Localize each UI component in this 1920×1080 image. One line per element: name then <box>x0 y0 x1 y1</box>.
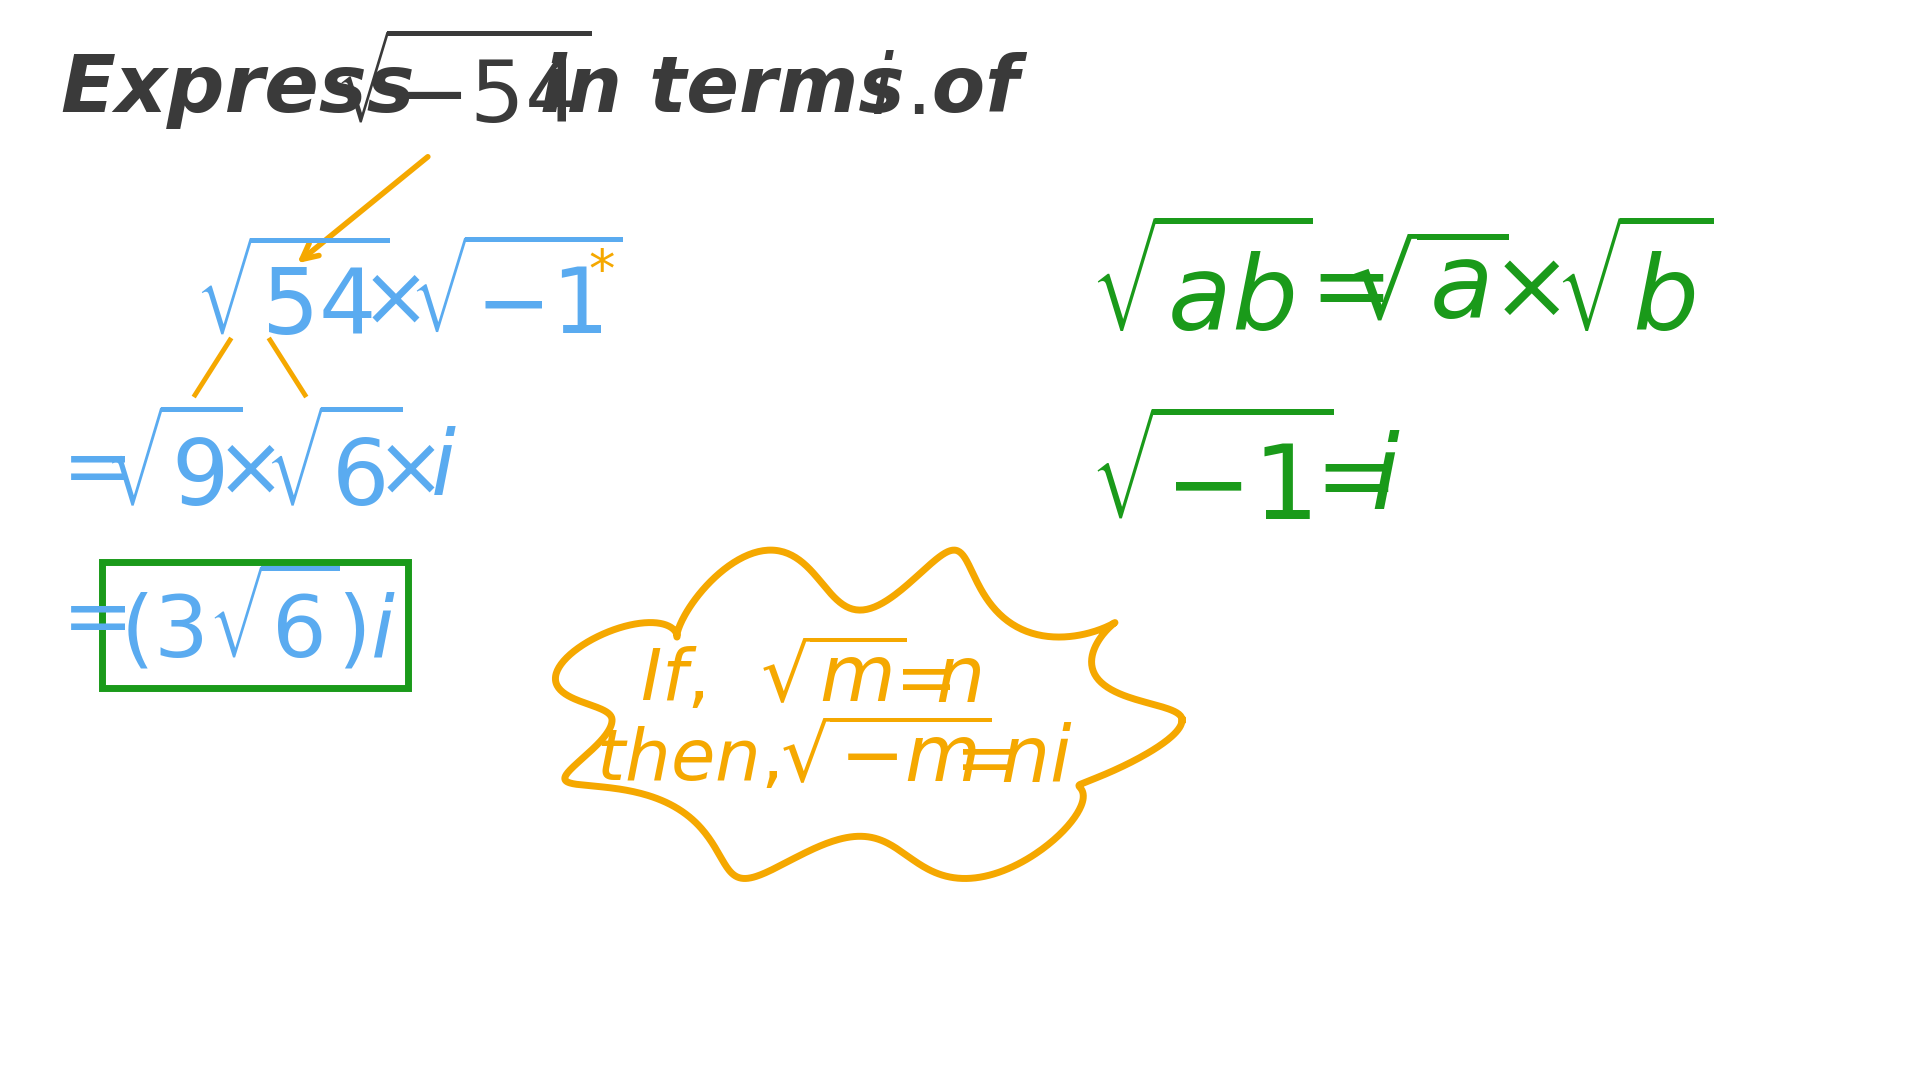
Text: $=$: $=$ <box>879 644 952 716</box>
Text: $=$: $=$ <box>1294 432 1390 528</box>
Text: $(3\sqrt{6})i$: $(3\sqrt{6})i$ <box>119 565 396 676</box>
Text: $i$: $i$ <box>1371 430 1400 530</box>
Text: $=$: $=$ <box>44 429 127 512</box>
Text: $\times$: $\times$ <box>361 259 420 340</box>
Text: $\sqrt{-1}$: $\sqrt{-1}$ <box>411 247 622 353</box>
Text: $\sqrt{54}$: $\sqrt{54}$ <box>196 246 390 353</box>
Text: $\sqrt{-54}$: $\sqrt{-54}$ <box>334 39 591 140</box>
Text: $ni$: $ni$ <box>1000 723 1073 798</box>
Text: $\times$: $\times$ <box>1490 243 1561 337</box>
Text: Express: Express <box>60 51 415 129</box>
Text: $=$: $=$ <box>1290 242 1384 338</box>
Text: $i$: $i$ <box>430 426 457 514</box>
Text: $*$: $*$ <box>588 244 614 296</box>
Text: $=$: $=$ <box>44 579 127 661</box>
FancyBboxPatch shape <box>102 562 407 688</box>
Text: $\sqrt{-1}$: $\sqrt{-1}$ <box>1091 420 1334 540</box>
Text: $=$: $=$ <box>941 724 1012 797</box>
Text: $\sqrt{-m}$: $\sqrt{-m}$ <box>780 723 993 798</box>
Text: $\mathit{then},$: $\mathit{then},$ <box>595 726 778 795</box>
Text: $\sqrt{a}$: $\sqrt{a}$ <box>1350 240 1509 340</box>
Text: in terms of: in terms of <box>540 52 1020 129</box>
Text: $\mathit{If},$: $\mathit{If},$ <box>639 646 705 715</box>
Text: $i$: $i$ <box>870 50 895 131</box>
Text: .: . <box>904 50 931 131</box>
Text: $\sqrt{ab}$: $\sqrt{ab}$ <box>1091 228 1311 352</box>
Text: $\sqrt{9}$: $\sqrt{9}$ <box>106 416 242 525</box>
Text: $\times$: $\times$ <box>215 430 275 511</box>
Text: $\times$: $\times$ <box>374 430 436 511</box>
Text: $\sqrt{m}$: $\sqrt{m}$ <box>760 642 906 718</box>
Text: $\sqrt{6}$: $\sqrt{6}$ <box>265 416 403 525</box>
Text: $n$: $n$ <box>935 642 981 718</box>
Text: $\sqrt{b}$: $\sqrt{b}$ <box>1555 228 1713 352</box>
